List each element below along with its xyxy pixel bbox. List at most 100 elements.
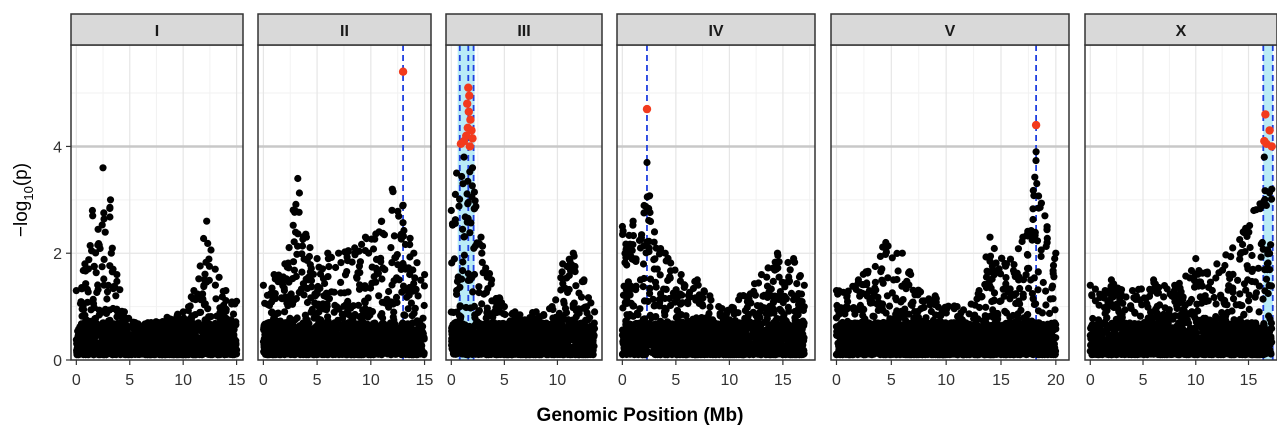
x-tick-label: 10 xyxy=(362,372,380,389)
data-point xyxy=(457,324,464,331)
x-tick-label: 5 xyxy=(313,372,322,389)
data-point xyxy=(171,342,178,349)
data-point xyxy=(157,330,164,337)
data-point xyxy=(539,349,546,356)
data-point xyxy=(464,200,471,207)
significant-point xyxy=(465,92,473,100)
data-point xyxy=(372,279,379,286)
data-point xyxy=(475,332,482,339)
data-point xyxy=(540,312,547,319)
data-point xyxy=(331,289,338,296)
data-point xyxy=(686,289,693,296)
data-point xyxy=(291,296,298,303)
data-point xyxy=(588,322,595,329)
data-point xyxy=(302,327,309,334)
data-point xyxy=(126,339,133,346)
facet-panels: I0 5 10 15II0 5 10 15III0 5 10IV0 5 10 15V0 5 10 15 20X… xyxy=(71,14,1277,389)
data-point xyxy=(482,327,489,334)
data-point xyxy=(472,242,479,249)
data-point xyxy=(501,331,508,338)
data-point xyxy=(786,278,793,285)
data-point xyxy=(187,302,194,309)
data-point xyxy=(751,280,758,287)
data-point xyxy=(408,325,415,332)
data-point xyxy=(387,244,394,251)
data-point xyxy=(410,250,417,257)
data-point xyxy=(190,287,197,294)
data-point xyxy=(182,334,189,341)
data-point xyxy=(701,287,708,294)
data-point xyxy=(453,291,460,298)
significant-point xyxy=(465,108,473,116)
data-point xyxy=(421,282,428,289)
data-point xyxy=(281,260,288,267)
data-point xyxy=(104,288,111,295)
data-point xyxy=(461,252,468,259)
data-point xyxy=(307,268,314,275)
data-point xyxy=(400,311,407,318)
data-point xyxy=(351,311,358,318)
data-point xyxy=(304,299,311,306)
significant-point xyxy=(466,116,474,124)
data-point xyxy=(304,320,311,327)
data-point xyxy=(491,348,498,355)
data-point xyxy=(552,296,559,303)
data-point xyxy=(80,303,87,310)
data-point xyxy=(302,312,309,319)
data-point xyxy=(482,342,489,349)
data-point xyxy=(448,309,455,316)
data-point xyxy=(106,204,113,211)
data-point xyxy=(657,271,664,278)
strip-label-II: II xyxy=(340,23,349,40)
data-point xyxy=(390,313,397,320)
data-point xyxy=(101,256,108,263)
data-point xyxy=(397,331,404,338)
data-point xyxy=(511,308,518,315)
significant-point xyxy=(468,134,476,142)
data-point xyxy=(744,298,751,305)
data-point xyxy=(98,309,105,316)
data-point xyxy=(413,338,420,345)
data-point xyxy=(174,325,181,332)
data-point xyxy=(452,351,459,358)
data-point xyxy=(513,320,520,327)
data-point xyxy=(572,282,579,289)
data-point xyxy=(623,261,630,268)
data-point xyxy=(568,333,575,340)
data-point xyxy=(209,331,216,338)
data-point xyxy=(94,281,101,288)
data-point xyxy=(344,343,351,350)
data-point xyxy=(696,300,703,307)
data-point xyxy=(585,294,592,301)
data-point xyxy=(131,327,138,334)
x-tick-label: 0 xyxy=(72,372,81,389)
data-point xyxy=(113,271,120,278)
facet-I: I0 5 10 15 xyxy=(71,14,246,389)
data-point xyxy=(353,320,360,327)
data-point xyxy=(396,276,403,283)
data-point xyxy=(562,341,569,348)
data-point xyxy=(787,266,794,273)
data-point xyxy=(280,327,287,334)
data-point xyxy=(645,217,652,224)
data-point xyxy=(797,272,804,279)
significant-point xyxy=(464,84,472,92)
data-point xyxy=(385,288,392,295)
data-point xyxy=(226,348,233,355)
data-point xyxy=(389,186,396,193)
data-point xyxy=(408,300,415,307)
data-point xyxy=(337,289,344,296)
data-point xyxy=(195,275,202,282)
data-point xyxy=(626,288,633,295)
data-point xyxy=(455,203,462,210)
data-point xyxy=(559,260,566,267)
data-point xyxy=(233,346,240,353)
data-point xyxy=(113,278,120,285)
data-point xyxy=(768,285,775,292)
data-point xyxy=(400,283,407,290)
data-point xyxy=(281,287,288,294)
data-point xyxy=(205,313,212,320)
data-point xyxy=(298,286,305,293)
data-point xyxy=(222,308,229,315)
data-point xyxy=(395,213,402,220)
